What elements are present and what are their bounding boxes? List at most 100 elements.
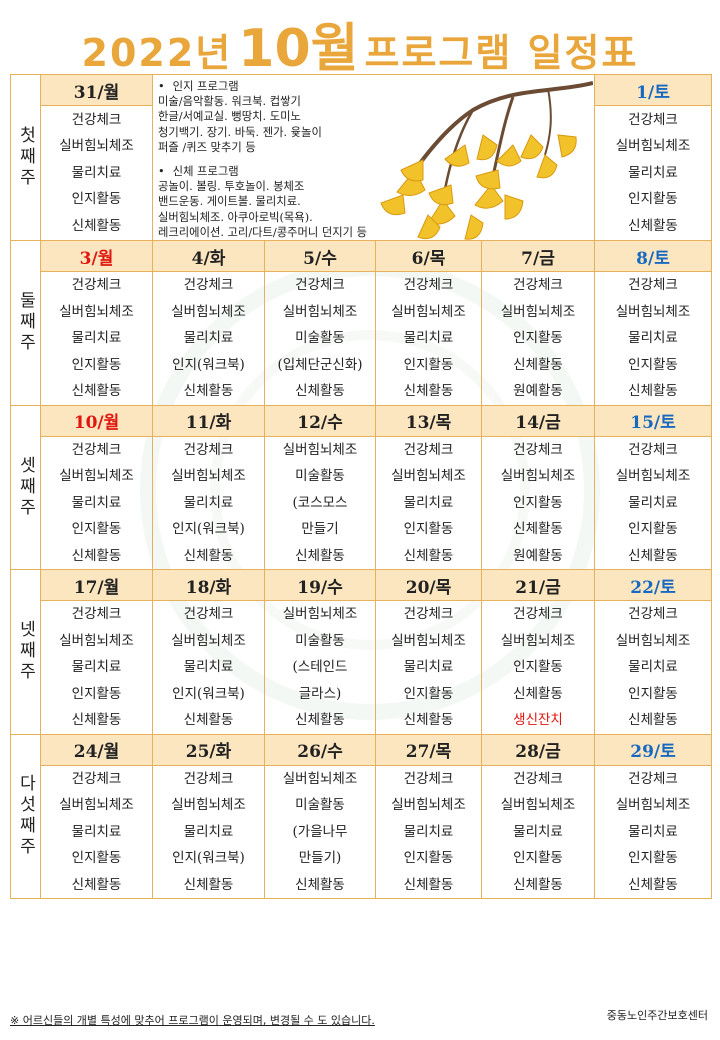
page-title: 2022년 10월 프로그램 일정표: [0, 6, 720, 79]
activity: 건강체크: [71, 111, 122, 128]
activity: 실버힘뇌체조: [59, 797, 134, 814]
day-header: 7/금: [481, 240, 595, 273]
cognitive-program-heading: • 인지 프로그램: [158, 80, 239, 93]
activity: 인지(워크북): [172, 521, 245, 538]
week-label: 첫째주: [10, 73, 41, 242]
day-cell: 건강체크 실버힘뇌체조 물리치료 인지활동 신체활동: [40, 600, 153, 735]
activity: 신체활동: [513, 685, 563, 702]
day-header: 4/화: [152, 240, 265, 273]
activity: 신체활동: [628, 217, 678, 234]
activity: 물리치료: [71, 164, 122, 181]
activity: 물리치료: [403, 823, 454, 840]
activity: 신체활동: [183, 547, 234, 564]
activity: 미술활동: [295, 330, 345, 347]
activity: 물리치료: [403, 659, 454, 676]
activity: 신체활동: [513, 521, 563, 538]
activity: 실버힘뇌체조: [282, 441, 358, 458]
cognitive-program-line: 퍼즐 /퀴즈 맞추기 등: [158, 140, 256, 154]
activity: 실버힘뇌체조: [171, 303, 246, 320]
day-header: 19/수: [264, 569, 376, 602]
day-cell: 실버힘뇌체조 미술활동 (스테인드 글라스) 신체활동: [264, 600, 376, 735]
activity: 신체활동: [71, 712, 122, 729]
activity: 건강체크: [513, 770, 563, 787]
activity: 신체활동: [513, 876, 563, 893]
activity: 물리치료: [183, 823, 234, 840]
day-cell: 건강체크 실버힘뇌체조 물리치료 인지활동 신체활동: [375, 600, 482, 735]
activity: 건강체크: [403, 441, 454, 458]
title-text: 프로그램 일정표: [364, 31, 639, 75]
activity: 실버힘뇌체조: [391, 468, 466, 485]
physical-program-line: 밴드운동. 게이트볼. 물리치료.: [158, 195, 301, 209]
physical-program-heading: • 신체 프로그램: [158, 165, 239, 179]
day-cell: 건강체크 실버힘뇌체조 물리치료 인지활동 신체활동: [594, 764, 712, 900]
activity: 실버힘뇌체조: [615, 138, 691, 155]
activity: 인지활동: [71, 850, 122, 867]
activity: 실버힘뇌체조: [615, 468, 691, 485]
activity: 신체활동: [183, 383, 234, 400]
activity: 인지활동: [628, 850, 678, 867]
activity: 물리치료: [403, 330, 454, 347]
day-cell: 건강체크 실버힘뇌체조 물리치료 인지(워크북) 신체활동: [152, 271, 265, 406]
activity: 건강체크: [513, 441, 563, 458]
day-header-saturday: 1/토: [594, 74, 712, 106]
day-cell: 건강체크 실버힘뇌체조 물리치료 인지활동 신체활동: [375, 435, 482, 571]
activity: 신체활동: [295, 712, 345, 729]
activity: 건강체크: [628, 606, 678, 623]
activity: 실버힘뇌체조: [59, 632, 134, 649]
day-header: 6/목: [375, 240, 482, 273]
day-cell: 건강체크 실버힘뇌체조 인지활동 신체활동 원예활동: [481, 271, 595, 406]
activity: 건강체크: [513, 606, 563, 623]
activity: 건강체크: [71, 770, 122, 787]
activity: 물리치료: [628, 823, 678, 840]
activity: 미술활동: [295, 797, 345, 814]
activity: 건강체크: [71, 277, 122, 294]
day-header: 14/금: [481, 404, 595, 437]
activity: 실버힘뇌체조: [59, 138, 134, 155]
activity: 물리치료: [183, 659, 234, 676]
day-header: 5/수: [264, 240, 376, 273]
organization-name: 중동노인주간보호센터: [606, 1009, 708, 1022]
activity: 신체활동: [628, 547, 678, 564]
activity: (입체단군신화): [277, 356, 363, 373]
footer-note: ※ 어르신들의 개별 특성에 맞추어 프로그램이 운영되며, 변경될 수 도 있…: [10, 1014, 375, 1027]
activity: 만들기: [301, 521, 339, 538]
activity: 실버힘뇌체조: [391, 303, 466, 320]
activity: 인지활동: [628, 191, 678, 208]
activity: 인지활동: [513, 494, 563, 511]
day-cell: 건강체크 실버힘뇌체조 물리치료 인지활동 신체활동: [40, 764, 153, 900]
activity: 신체활동: [295, 383, 345, 400]
week-2-header-row: 둘째주 3/월 4/화 5/수 6/목 7/금 8/토: [10, 240, 712, 406]
program-info-panel: • 인지 프로그램 미술/음악활동. 워크북. 컵쌓기 한글/서예교실. 뻥땅치.…: [152, 73, 595, 242]
week-1-header-row: 첫째주 31/월: [10, 73, 712, 242]
activity: 실버힘뇌체조: [615, 632, 691, 649]
activity: 인지(워크북): [172, 685, 245, 702]
day-cell: 건강체크 실버힘뇌체조 물리치료 인지활동 신체활동: [594, 600, 712, 735]
activity: 인지활동: [71, 356, 122, 373]
day-cell: 건강체크 실버힘뇌체조 물리치료 인지(워크북) 신체활동: [152, 435, 265, 571]
activity: 건강체크: [183, 770, 234, 787]
day-header-saturday: 22/토: [594, 569, 712, 602]
activity: 신체활동: [71, 383, 122, 400]
activity: 물리치료: [628, 659, 678, 676]
activity: 물리치료: [628, 330, 678, 347]
activity: (코스모스: [292, 494, 348, 511]
week-label: 다섯째주: [10, 733, 41, 900]
ginkgo-branch-illustration: [380, 81, 593, 240]
week-3-body-row: 건강체크 실버힘뇌체조 물리치료 인지활동 신체활동 건강체크 실버힘뇌체조 물리치료 인지(…: [11, 435, 712, 571]
day-cell: 건강체크 실버힘뇌체조 물리치료 인지활동 신체활동: [375, 764, 482, 900]
cognitive-program-line: 청기백기. 장기. 바둑. 젠가. 윷놀이: [158, 125, 322, 139]
activity: 물리치료: [403, 494, 454, 511]
activity: 건강체크: [403, 770, 454, 787]
activity: 물리치료: [71, 494, 122, 511]
day-header: 21/금: [481, 569, 595, 602]
activity: 인지활동: [513, 850, 563, 867]
activity: 인지활동: [628, 521, 678, 538]
day-header: 26/수: [264, 733, 376, 766]
activity: 실버힘뇌체조: [59, 468, 134, 485]
day-header-saturday: 29/토: [594, 733, 712, 766]
activity: 신체활동: [183, 712, 234, 729]
activity: 인지활동: [403, 850, 454, 867]
day-cell: 건강체크 실버힘뇌체조 물리치료 인지활동 신체활동: [594, 435, 712, 571]
activity: (스테인드: [292, 659, 348, 676]
day-header-monday: 3/월: [40, 240, 153, 273]
